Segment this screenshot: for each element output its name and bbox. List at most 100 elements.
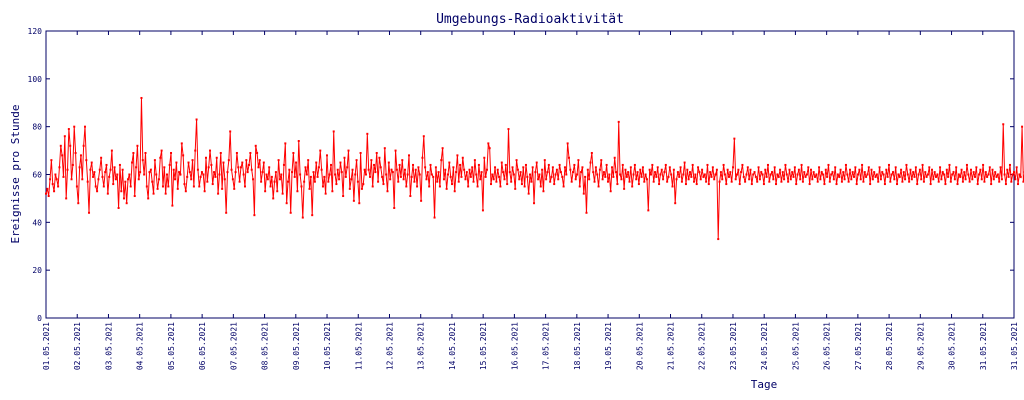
y-axis-label: Ereignisse pro Stunde xyxy=(9,104,22,243)
data-point xyxy=(373,163,376,166)
data-point xyxy=(211,183,214,186)
data-point xyxy=(285,202,288,205)
data-point xyxy=(695,183,698,186)
data-point xyxy=(254,144,257,147)
data-point xyxy=(420,199,423,202)
data-point xyxy=(135,166,138,169)
data-point xyxy=(699,178,702,181)
data-point xyxy=(578,185,581,188)
data-point xyxy=(245,159,248,162)
data-point xyxy=(53,190,56,193)
data-point xyxy=(697,166,700,169)
data-point xyxy=(82,144,85,147)
data-point xyxy=(800,163,803,166)
data-point xyxy=(530,180,533,183)
data-point xyxy=(168,163,171,166)
data-point xyxy=(198,185,201,188)
data-point xyxy=(584,175,587,178)
data-point xyxy=(65,197,68,200)
data-point xyxy=(105,163,108,166)
data-point xyxy=(358,202,361,205)
y-tick-label: 100 xyxy=(28,75,43,84)
data-point xyxy=(161,185,164,188)
data-point xyxy=(504,163,507,166)
data-point xyxy=(1010,180,1013,183)
data-point xyxy=(446,173,449,176)
data-point xyxy=(662,178,665,181)
data-point xyxy=(874,175,877,178)
data-point xyxy=(441,147,444,150)
data-point xyxy=(202,173,205,176)
data-point xyxy=(494,166,497,169)
data-point xyxy=(406,173,409,176)
data-point xyxy=(403,168,406,171)
data-point xyxy=(442,178,445,181)
data-point xyxy=(47,195,50,198)
data-point xyxy=(409,195,412,198)
x-tick-label: 17.05.2021 xyxy=(542,322,551,370)
data-point xyxy=(991,168,994,171)
data-point xyxy=(256,151,259,154)
x-tick-label: 19.05.2021 xyxy=(604,322,613,370)
data-point xyxy=(569,168,572,171)
data-point xyxy=(713,178,716,181)
data-point xyxy=(736,173,739,176)
data-point xyxy=(383,147,386,150)
data-point xyxy=(885,168,888,171)
x-tick-label: 31.05.2021 xyxy=(979,322,988,370)
data-point xyxy=(399,175,402,178)
data-point xyxy=(904,178,907,181)
data-point xyxy=(588,178,591,181)
data-point xyxy=(506,183,509,186)
data-point xyxy=(340,171,343,174)
data-point xyxy=(812,171,815,174)
data-point xyxy=(327,180,330,183)
x-tick-label: 26.05.2021 xyxy=(823,322,832,370)
data-point xyxy=(522,166,525,169)
data-point xyxy=(738,183,741,186)
data-point xyxy=(515,159,518,162)
data-point xyxy=(827,163,830,166)
data-point xyxy=(258,159,261,162)
data-point xyxy=(537,178,540,181)
data-point xyxy=(301,216,304,219)
data-point xyxy=(883,183,886,186)
data-point xyxy=(129,185,132,188)
data-point xyxy=(287,180,289,183)
data-point xyxy=(878,166,881,169)
data-point xyxy=(428,185,431,188)
data-point xyxy=(937,180,940,183)
data-point xyxy=(1007,175,1010,178)
x-tick-label: 22.05.2021 xyxy=(698,322,707,370)
data-point xyxy=(963,171,966,174)
data-point xyxy=(732,166,735,169)
data-point xyxy=(947,175,950,178)
data-point xyxy=(248,163,251,166)
data-point xyxy=(481,209,484,212)
data-point xyxy=(378,156,381,159)
data-point xyxy=(90,161,93,164)
data-point xyxy=(733,137,736,140)
data-point xyxy=(342,195,345,198)
data-point xyxy=(496,168,499,171)
data-point xyxy=(390,168,393,171)
data-point xyxy=(859,178,862,181)
data-point xyxy=(166,173,168,176)
data-point xyxy=(818,166,821,169)
data-point xyxy=(562,185,565,188)
data-point xyxy=(108,175,111,178)
data-point xyxy=(881,171,884,174)
data-point xyxy=(916,183,919,186)
data-point xyxy=(315,161,318,164)
data-point xyxy=(398,163,401,166)
data-point xyxy=(325,154,328,157)
data-point xyxy=(1003,173,1006,176)
data-point xyxy=(762,183,765,186)
data-point xyxy=(448,161,451,164)
data-point xyxy=(811,178,814,181)
data-point xyxy=(835,183,838,186)
chart-title: Umgebungs-Radioaktivität xyxy=(436,12,624,27)
data-point xyxy=(73,125,76,128)
data-point xyxy=(371,185,374,188)
data-point xyxy=(745,173,748,176)
